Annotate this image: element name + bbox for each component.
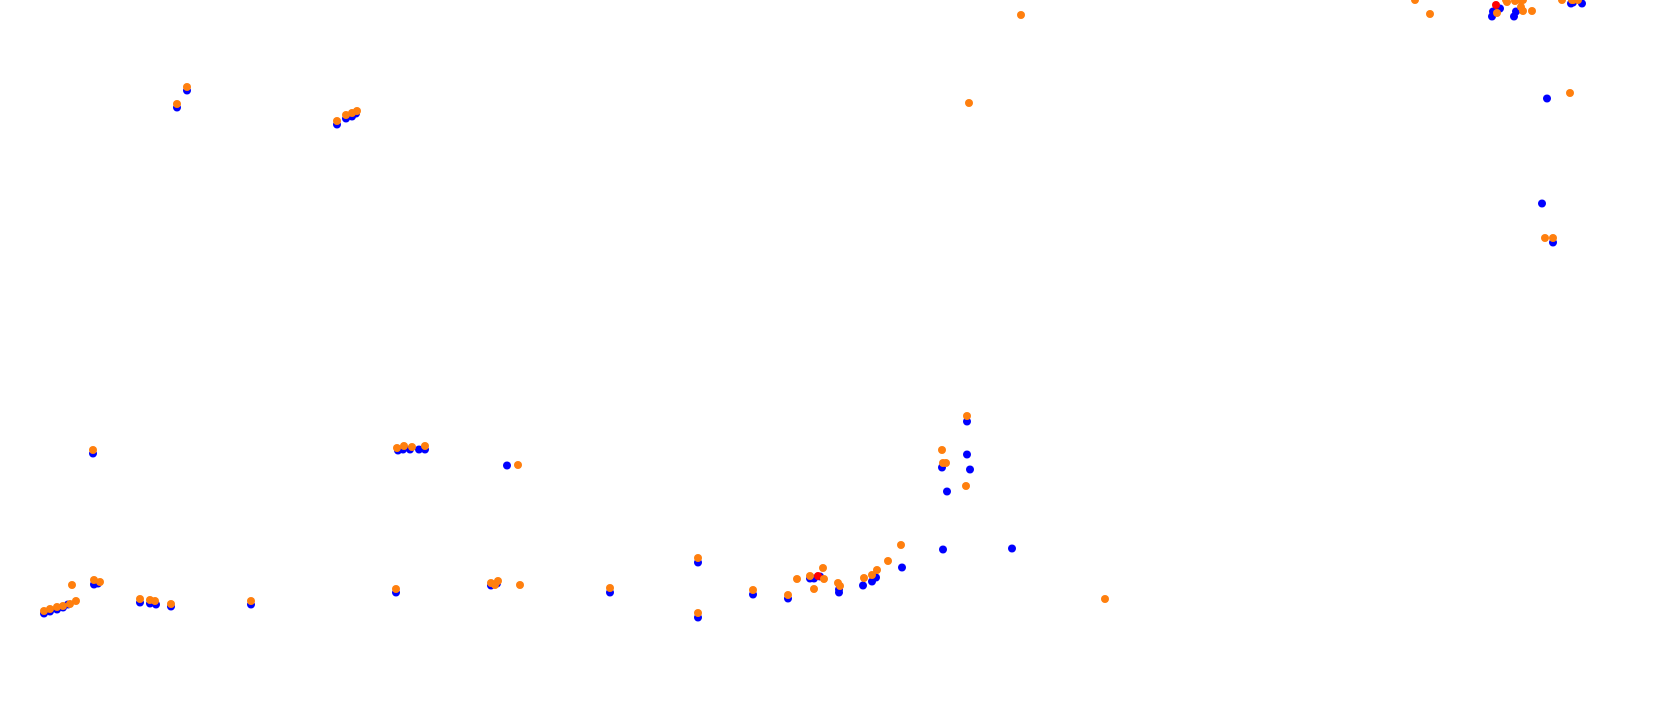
- data-point: [793, 575, 801, 583]
- data-point: [53, 603, 61, 611]
- data-point: [516, 581, 524, 589]
- data-point: [1516, 0, 1524, 4]
- data-point: [1426, 10, 1434, 18]
- data-point: [333, 117, 341, 125]
- data-point: [503, 461, 511, 470]
- data-point: [938, 446, 946, 454]
- data-point: [1541, 234, 1549, 242]
- data-point: [1492, 1, 1500, 9]
- data-point: [66, 600, 74, 608]
- data-point: [353, 107, 361, 115]
- data-point: [694, 609, 702, 617]
- data-point: [1566, 89, 1574, 97]
- data-point: [1411, 0, 1419, 4]
- data-point: [408, 443, 416, 451]
- data-point: [1569, 0, 1577, 4]
- data-point: [1503, 0, 1511, 6]
- series-layer: [40, 0, 1586, 622]
- data-point: [1017, 11, 1025, 19]
- data-point: [939, 545, 947, 554]
- data-point: [897, 541, 905, 549]
- data-point: [59, 602, 67, 610]
- data-point: [393, 444, 401, 452]
- data-point: [1008, 544, 1016, 553]
- data-point: [898, 563, 906, 572]
- data-point: [167, 600, 175, 608]
- series-2: [40, 0, 1582, 617]
- data-point: [1519, 7, 1527, 15]
- data-point: [819, 564, 827, 572]
- data-point: [694, 554, 702, 562]
- series-1: [814, 1, 1500, 580]
- data-point: [514, 461, 522, 469]
- data-point: [942, 459, 950, 467]
- data-point: [884, 557, 892, 565]
- data-point: [1549, 234, 1557, 242]
- data-point: [806, 572, 814, 580]
- data-point: [68, 581, 76, 589]
- data-point: [89, 446, 97, 454]
- data-point: [963, 450, 971, 459]
- data-point: [814, 572, 822, 580]
- data-point: [151, 597, 159, 605]
- data-point: [491, 581, 499, 589]
- data-point: [784, 591, 792, 599]
- data-point: [1543, 94, 1551, 103]
- data-point: [1493, 9, 1501, 17]
- data-point: [966, 465, 974, 474]
- data-point: [835, 588, 843, 597]
- data-point: [173, 100, 181, 108]
- data-point: [72, 597, 80, 605]
- data-point: [868, 571, 876, 579]
- data-point: [943, 487, 951, 496]
- data-point: [1101, 595, 1109, 603]
- data-point: [810, 585, 818, 593]
- data-point: [247, 597, 255, 605]
- data-point: [1538, 199, 1546, 208]
- data-point: [400, 442, 408, 450]
- data-point: [1528, 7, 1536, 15]
- data-point: [46, 605, 54, 613]
- data-point: [834, 579, 842, 587]
- data-point: [963, 417, 971, 426]
- data-point: [859, 581, 867, 590]
- data-point: [421, 442, 429, 450]
- data-point: [749, 586, 757, 594]
- data-point: [96, 578, 104, 586]
- data-point: [136, 595, 144, 603]
- data-point: [820, 575, 828, 583]
- series-0: [40, 0, 1586, 622]
- data-point: [860, 574, 868, 582]
- data-point: [965, 99, 973, 107]
- data-point: [415, 445, 423, 454]
- data-point: [183, 83, 191, 91]
- data-point: [962, 482, 970, 490]
- data-point: [392, 585, 400, 593]
- data-point: [606, 584, 614, 592]
- data-point: [873, 566, 881, 574]
- data-point: [1558, 0, 1566, 4]
- data-point: [963, 412, 971, 420]
